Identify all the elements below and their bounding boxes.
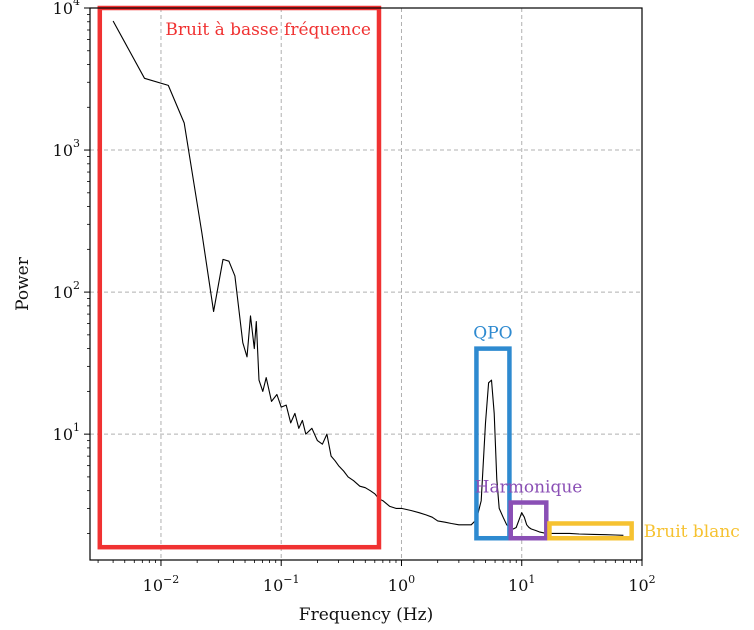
annotation-box <box>547 521 634 541</box>
x-tick-label: 100 <box>388 573 415 595</box>
ticks: 10−2 10−1 100 101 102 101 102 103 104 <box>53 0 656 595</box>
x-axis-label: Frequency (Hz) <box>299 605 433 625</box>
annotations: Bruit à basse fréquence QPO Harmonique Brui… <box>97 5 740 550</box>
plot-frame <box>89 7 643 561</box>
y-tick-label: 103 <box>53 137 80 160</box>
annotation-box <box>508 500 549 541</box>
x-tick-label: 102 <box>628 573 655 595</box>
annotation-label: Bruit blanc <box>644 522 740 542</box>
x-tick-label: 10−1 <box>263 573 300 595</box>
power-spectrum-line <box>112 20 624 536</box>
annotation-label: Bruit à basse fréquence <box>165 20 371 40</box>
x-tick-label: 10−2 <box>143 573 180 595</box>
annotation-box <box>474 346 512 541</box>
plot-background <box>90 8 642 560</box>
y-axis-label: Power <box>13 256 33 311</box>
annotation-label: QPO <box>473 324 512 344</box>
y-tick-label: 101 <box>53 421 80 444</box>
data-series <box>112 20 624 536</box>
x-tick-label: 101 <box>508 573 535 595</box>
y-tick-label: 104 <box>53 0 80 18</box>
y-tick-label: 102 <box>53 279 80 302</box>
annotation-label: Harmonique <box>475 478 583 498</box>
